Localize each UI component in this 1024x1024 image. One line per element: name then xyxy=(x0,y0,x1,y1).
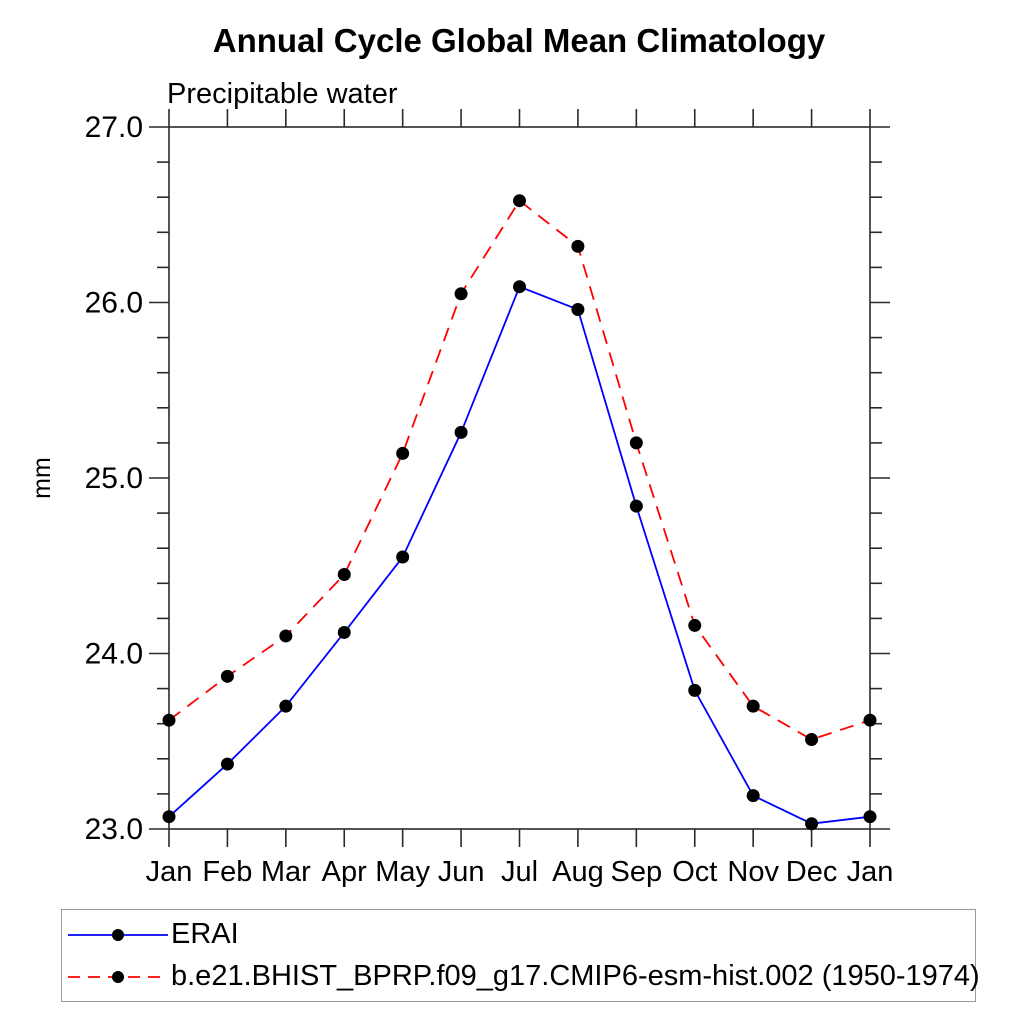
y-axis-label: mm xyxy=(28,457,56,499)
legend-label: ERAI xyxy=(171,918,239,950)
x-tick-label: Feb xyxy=(202,856,252,888)
x-tick-label: Jul xyxy=(501,856,538,888)
legend-marker xyxy=(112,970,124,983)
plot-frame xyxy=(168,126,871,830)
legend-line-sample xyxy=(68,970,168,983)
data-point-marker xyxy=(513,280,526,294)
y-tick-label: 23.0 xyxy=(85,813,143,846)
x-tick-label: Jan xyxy=(847,856,894,888)
x-tick-label: Jan xyxy=(146,856,193,888)
x-tick-label: May xyxy=(375,856,430,888)
data-point-marker xyxy=(746,789,760,803)
data-point-marker xyxy=(688,618,702,632)
y-tick-label: 27.0 xyxy=(85,111,143,144)
data-point-marker xyxy=(863,713,877,727)
x-tick-labels: Jan Feb Mar Apr May Jun Jul Aug Sep Oct Nov Dec Jan xyxy=(146,856,894,888)
data-point-marker xyxy=(337,625,351,639)
y-tick-label: 25.0 xyxy=(85,462,143,495)
data-point-marker xyxy=(454,287,468,301)
x-tick-label: Dec xyxy=(786,856,838,888)
x-tick-label: Sep xyxy=(611,856,663,888)
y-axis-ticks xyxy=(149,126,890,830)
y-tick-labels: 23.0 24.0 25.0 26.0 27.0 xyxy=(85,111,143,846)
chart-title: Annual Cycle Global Mean Climatology xyxy=(213,22,826,59)
x-tick-label: Mar xyxy=(261,856,311,888)
data-point-marker xyxy=(571,303,585,317)
series-erai xyxy=(162,280,877,831)
data-point-marker xyxy=(396,446,410,460)
data-point-marker xyxy=(863,810,877,824)
y-tick-label: 26.0 xyxy=(85,287,143,320)
data-point-marker xyxy=(746,699,760,713)
data-point-marker xyxy=(571,239,585,253)
legend-item: ERAI xyxy=(65,914,975,956)
data-point-marker xyxy=(396,550,410,564)
series-line xyxy=(168,285,871,825)
legend-label: b.e21.BHIST_BPRP.f09_g17.CMIP6-esm-hist.… xyxy=(171,960,980,992)
data-point-marker xyxy=(279,699,293,713)
data-point-marker xyxy=(454,425,468,439)
x-axis-ticks xyxy=(168,109,871,847)
x-tick-label: Nov xyxy=(727,856,779,888)
series-model xyxy=(162,194,877,746)
data-point-marker xyxy=(279,629,293,643)
data-point-marker xyxy=(162,810,176,824)
y-tick-label: 24.0 xyxy=(85,638,143,671)
legend: ERAI b.e21.BHIST_BPRP.f09_g17.CMIP6-esm-h… xyxy=(61,909,980,1002)
legend-marker xyxy=(112,928,124,941)
x-tick-label: Jun xyxy=(438,856,485,888)
data-point-marker xyxy=(629,499,643,513)
x-tick-label: Oct xyxy=(672,856,717,888)
data-point-marker xyxy=(688,683,702,697)
data-point-marker xyxy=(220,757,234,771)
legend-item: b.e21.BHIST_BPRP.f09_g17.CMIP6-esm-hist.… xyxy=(65,956,980,998)
x-tick-label: Aug xyxy=(552,856,604,888)
data-point-marker xyxy=(220,669,234,683)
data-point-marker xyxy=(805,817,819,831)
data-point-marker xyxy=(805,732,819,746)
chart-subtitle: Precipitable water xyxy=(167,78,398,110)
data-point-marker xyxy=(337,568,351,582)
plot-area: 23.0 24.0 25.0 26.0 27.0 Jan Feb Mar Apr May Jun Ju… xyxy=(85,109,894,888)
x-tick-label: Apr xyxy=(322,856,367,888)
data-point-marker xyxy=(513,194,526,208)
data-point-marker xyxy=(629,436,643,450)
legend-line-sample xyxy=(68,928,168,941)
data-point-marker xyxy=(162,713,176,727)
